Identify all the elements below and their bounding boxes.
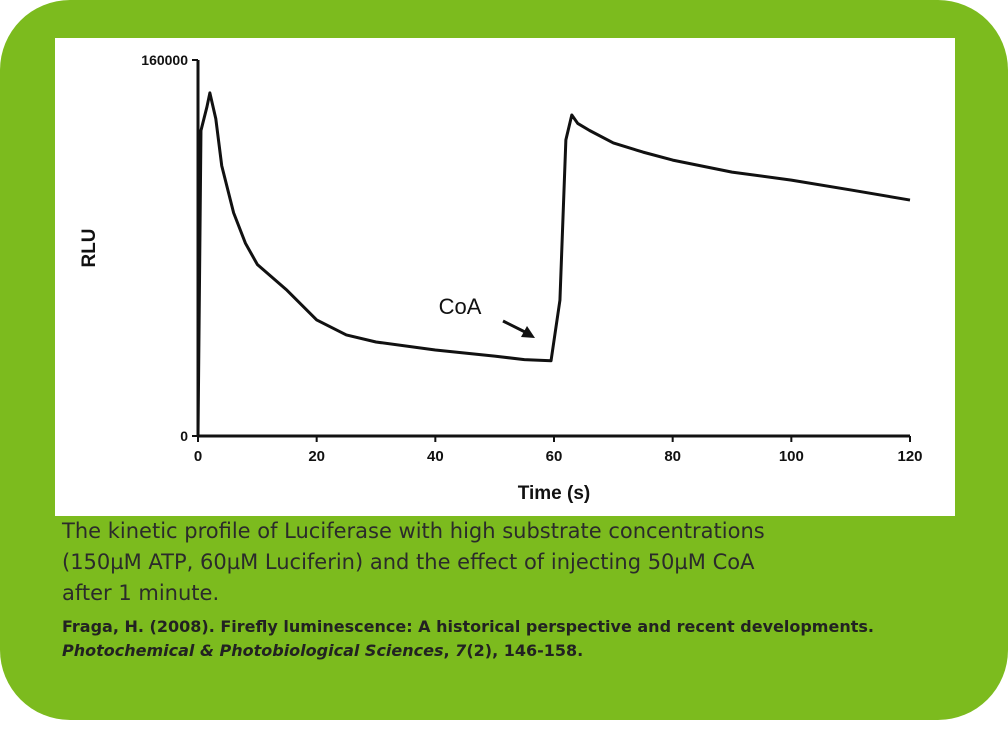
x-tick-label: 100 bbox=[779, 448, 804, 465]
y-tick-label: 160000 bbox=[141, 52, 188, 68]
citation-text: Fraga, H. (2008). Firefly luminescence: … bbox=[62, 617, 874, 636]
caption: The kinetic profile of Luciferase with h… bbox=[62, 516, 962, 663]
chart: RLU Time (s) CoA 0 160000 0 20 40 60 80 100 120 bbox=[79, 52, 923, 504]
x-axis-label: Time (s) bbox=[518, 483, 591, 504]
x-tick-label: 120 bbox=[897, 448, 922, 465]
caption-line: The kinetic profile of Luciferase with h… bbox=[62, 519, 765, 543]
citation-text: , bbox=[443, 641, 456, 660]
caption-line: after 1 minute. bbox=[62, 581, 220, 605]
annotation-arrow bbox=[502, 319, 528, 335]
x-tick-label: 80 bbox=[664, 448, 681, 465]
citation: Fraga, H. (2008). Firefly luminescence: … bbox=[62, 615, 962, 663]
x-tick-label: 40 bbox=[427, 448, 444, 465]
x-tick-label: 60 bbox=[546, 448, 563, 465]
data-line bbox=[196, 91, 911, 437]
x-tick-label: 20 bbox=[308, 448, 325, 465]
citation-text: (2), 146-158. bbox=[466, 641, 584, 660]
annotation: CoA bbox=[439, 294, 482, 319]
citation-journal: Photochemical & Photobiological Sciences bbox=[62, 641, 444, 660]
y-tick-label: 0 bbox=[180, 428, 188, 444]
chart-area: RLU Time (s) CoA 0 160000 0 20 40 60 80 100 120 bbox=[55, 38, 955, 516]
annotation-arrowhead bbox=[521, 326, 535, 338]
citation-volume: 7 bbox=[455, 641, 467, 660]
caption-line: (150µM ATP, 60µM Luciferin) and the effe… bbox=[62, 550, 755, 574]
y-axis-label: RLU bbox=[79, 228, 100, 267]
x-tick-label: 0 bbox=[194, 448, 202, 465]
